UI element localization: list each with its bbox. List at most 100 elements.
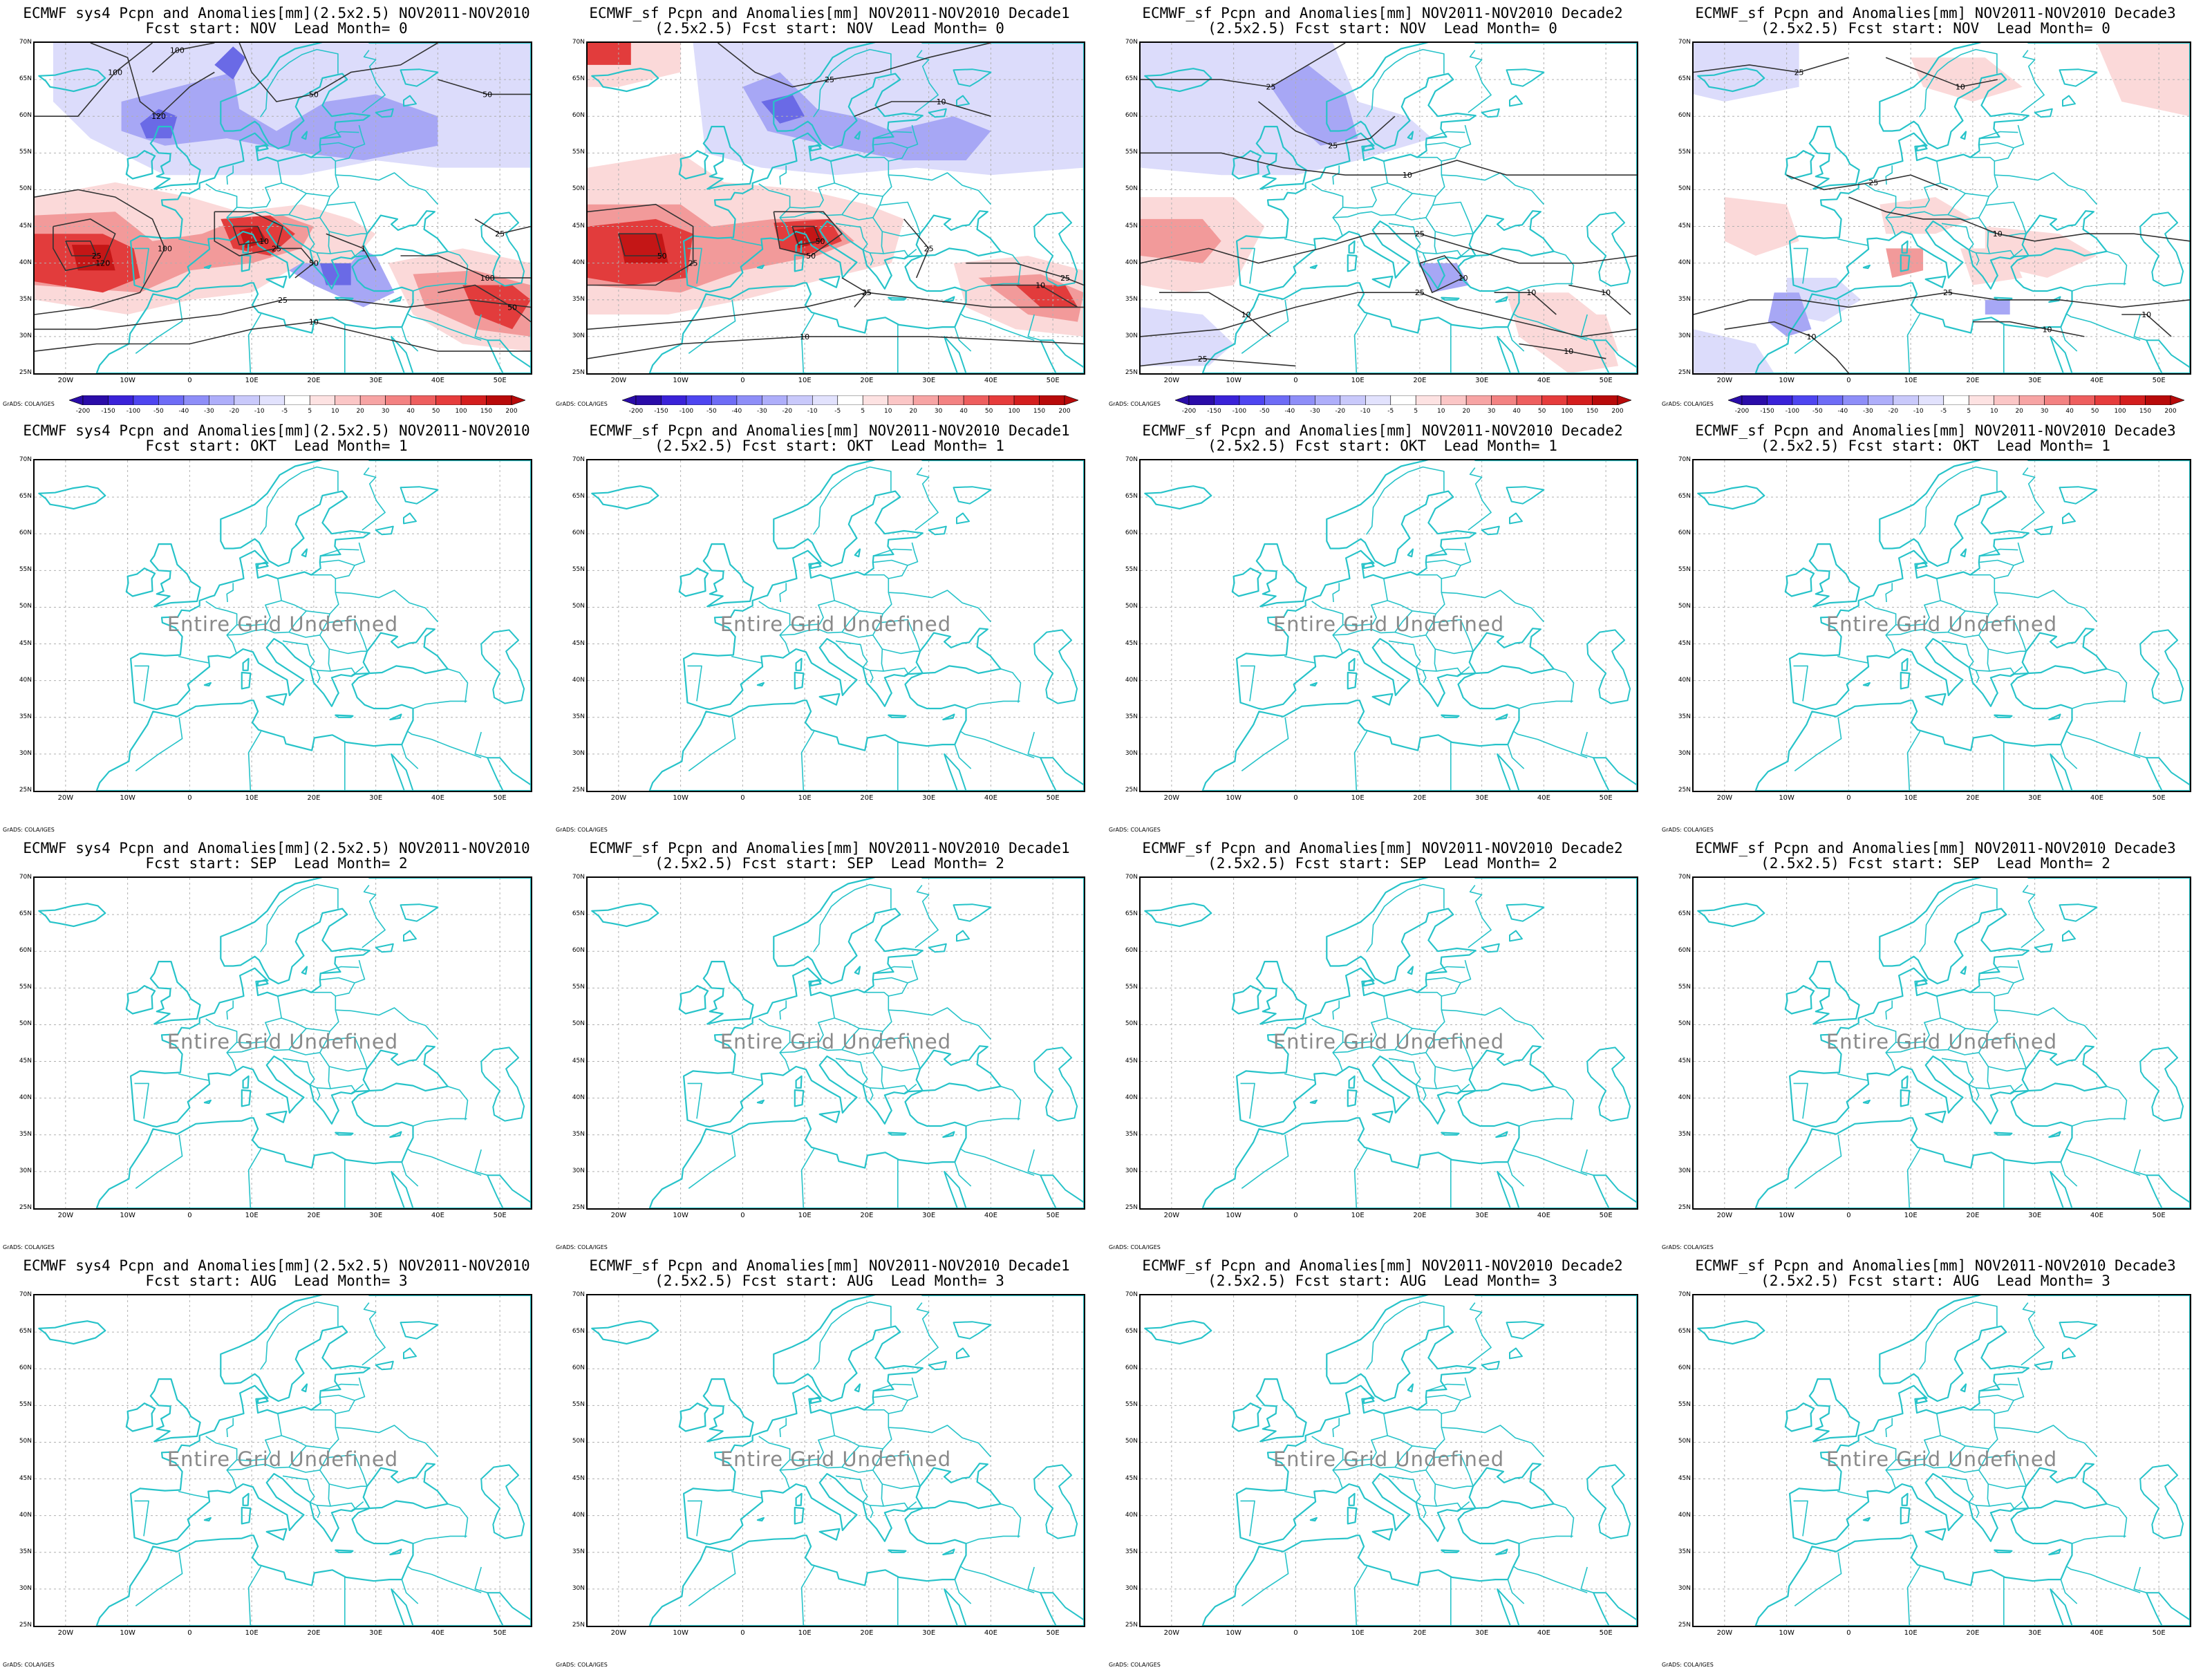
- map-panel: ECMWF_sf Pcpn and Anomalies[mm] NOV2011-…: [1106, 1252, 1659, 1670]
- coastline: [1407, 1383, 1414, 1393]
- inland-sea-outline: [400, 486, 439, 505]
- coastline: [942, 296, 955, 303]
- country-border: [335, 1377, 366, 1414]
- latitude-label: 35N: [1125, 713, 1138, 720]
- country-border: [135, 299, 183, 354]
- country-border: [2072, 1535, 2126, 1544]
- anomaly-region: [1506, 292, 1619, 373]
- country-border: [731, 1073, 763, 1081]
- country-border: [447, 1085, 469, 1120]
- country-border: [873, 1383, 912, 1391]
- inland-sea-outline: [928, 108, 947, 118]
- country-border: [1794, 717, 1842, 771]
- inland-sea-outline: [956, 512, 970, 525]
- inland-sea-outline: [1586, 1464, 1631, 1539]
- latitude-label: 25N: [1125, 1204, 1138, 1211]
- longitude-label: 10E: [1904, 1629, 1918, 1637]
- country-border: [1978, 1052, 2027, 1072]
- colorbar-tick-label: 200: [1058, 408, 1071, 415]
- contour-label: 25: [1868, 178, 1878, 187]
- coastline: [888, 714, 907, 718]
- latitude-label: 60N: [19, 947, 32, 955]
- country-border: [1933, 574, 1998, 634]
- country-border: [827, 574, 892, 634]
- coastline: [1495, 1548, 1508, 1556]
- latitude-label: 70N: [572, 874, 585, 881]
- country-border: [1426, 1383, 1465, 1391]
- colorbar-swatch: [1415, 395, 1442, 405]
- inland-sea-outline: [944, 1588, 967, 1626]
- inland-sea-outline: [1481, 525, 1500, 536]
- coastline: [265, 275, 288, 288]
- latitude-label: 65N: [572, 75, 585, 83]
- country-border: [1864, 1436, 1897, 1488]
- coastline: [242, 1075, 250, 1089]
- coastline: [1960, 548, 1967, 558]
- coastline: [1441, 1132, 1460, 1136]
- coastline: [1309, 264, 1318, 270]
- country-border: [1423, 670, 1437, 672]
- country-border: [779, 165, 787, 185]
- latitude-label: 35N: [572, 1548, 585, 1555]
- coastline: [242, 240, 250, 254]
- longitude-label: 20W: [1716, 377, 1733, 384]
- country-border: [779, 1418, 787, 1438]
- colorbar-swatch: [1842, 395, 1868, 405]
- country-border: [1979, 548, 2018, 556]
- country-border: [1512, 731, 1588, 758]
- country-border: [1027, 731, 1041, 758]
- colorbar-swatch: [1943, 395, 1969, 405]
- contour-line: [232, 225, 265, 245]
- country-border: [1906, 731, 1921, 791]
- europe-map: [35, 460, 531, 791]
- country-border: [335, 124, 366, 162]
- contour-label: 10: [1035, 281, 1045, 290]
- colorbar-tick-label: -150: [101, 408, 115, 415]
- undefined-grid-message: Entire Grid Undefined: [1826, 1447, 2058, 1471]
- coastline: [1754, 878, 2190, 1208]
- colorbar-tick-label: 150: [1586, 408, 1599, 415]
- country-border: [870, 252, 884, 254]
- country-border: [1885, 1418, 1893, 1438]
- country-border: [178, 655, 210, 664]
- contour-label: 120: [95, 259, 110, 268]
- panel-title: ECMWF_sf Pcpn and Anomalies[mm] NOV2011-…: [589, 840, 1070, 856]
- colorbar-tick-label: 50: [431, 408, 440, 415]
- coastline: [1924, 1528, 1947, 1541]
- country-border: [1969, 1501, 1980, 1519]
- contour-line: [1258, 101, 1396, 147]
- panel-title: ECMWF_sf Pcpn and Anomalies[mm] NOV2011-…: [589, 5, 1070, 21]
- colorbar-tick-label: -20: [782, 408, 793, 415]
- country-border: [1837, 1073, 1869, 1081]
- colorbar-tick-label: 10: [1436, 408, 1445, 415]
- country-border: [1441, 172, 1544, 205]
- inland-sea-outline: [956, 95, 970, 107]
- longitude-label: 40E: [984, 377, 997, 384]
- contour-line: [1519, 343, 1606, 359]
- contour-label: 10: [1807, 332, 1817, 341]
- inland-sea-outline: [2034, 1360, 2053, 1371]
- contour-line: [791, 225, 821, 246]
- map-panel: ECMWF sys4 Pcpn and Anomalies[mm](2.5x2.…: [0, 835, 553, 1252]
- country-border: [1906, 1566, 1921, 1626]
- country-border: [1978, 977, 2014, 984]
- inland-sea-outline: [1509, 930, 1523, 942]
- country-border: [827, 991, 892, 1051]
- colorbar-labels: -200 -150 -100 -50 -40 -30 -20 -10 -5 5 10 20 30 40 50…: [622, 408, 1078, 416]
- latitude-label: 40N: [19, 259, 32, 266]
- inland-sea-outline: [2139, 212, 2184, 287]
- coastline: [1363, 144, 1375, 152]
- coastline: [1862, 682, 1871, 687]
- colorbar-swatch: [108, 395, 134, 405]
- country-border: [966, 1118, 1020, 1127]
- contour-label: 10: [1564, 347, 1573, 356]
- country-border: [888, 590, 991, 623]
- country-border: [1976, 252, 1990, 254]
- longitude-label: 10E: [245, 1629, 259, 1637]
- longitude-label: 20E: [860, 377, 874, 384]
- longitude-label: 50E: [1599, 377, 1613, 384]
- country-border: [1426, 131, 1465, 139]
- longitude-label: 30E: [1475, 794, 1489, 802]
- latitude-label: 65N: [19, 910, 32, 918]
- coastline: [95, 1295, 531, 1626]
